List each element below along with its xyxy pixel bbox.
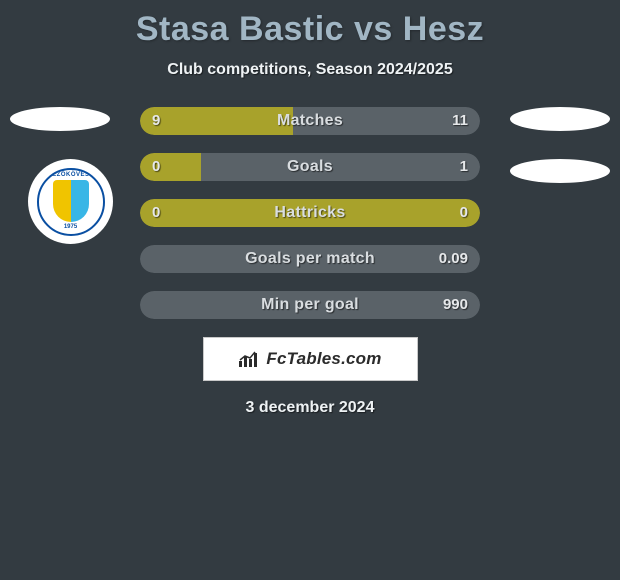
- player1-photo-placeholder: [10, 107, 110, 131]
- page-subtitle: Club competitions, Season 2024/2025: [0, 61, 620, 79]
- stat-row: Goals0 1: [140, 153, 480, 181]
- comparison-stage: MEZŐKÖVESD 1975 Matches911Goals01Hattric…: [0, 107, 620, 319]
- stat-value-right: 0: [460, 199, 468, 227]
- stat-row: Matches9 11: [140, 107, 480, 135]
- stat-row: Hattricks0 0: [140, 199, 480, 227]
- comparison-bars: Matches911Goals01Hattricks00Goals per ma…: [140, 107, 480, 319]
- stat-label: Matches: [140, 107, 480, 135]
- stat-label: Min per goal: [140, 291, 480, 319]
- brand-text: FcTables.com: [266, 349, 381, 369]
- player2-photo-placeholder: [510, 107, 610, 131]
- stat-value-left: 0: [152, 153, 160, 181]
- brand-chart-icon: [238, 349, 260, 369]
- stat-row: Goals per match0.09: [140, 245, 480, 273]
- badge-shield-icon: [53, 180, 89, 222]
- stat-label: Goals per match: [140, 245, 480, 273]
- stat-value-left: 0: [152, 199, 160, 227]
- badge-top-text: MEZŐKÖVESD: [47, 172, 95, 178]
- stat-label: Goals: [140, 153, 480, 181]
- snapshot-date: 3 december 2024: [0, 399, 620, 417]
- stat-value-right: 0.09: [439, 245, 468, 273]
- stat-value-right: 11: [452, 107, 468, 135]
- brand-box: FcTables.com: [203, 337, 418, 381]
- player1-club-badge: MEZŐKÖVESD 1975: [28, 159, 113, 244]
- stat-value-left: 9: [152, 107, 160, 135]
- player2-club-placeholder: [510, 159, 610, 183]
- stat-value-right: 1: [460, 153, 468, 181]
- page-title: Stasa Bastic vs Hesz: [0, 0, 620, 49]
- stat-label: Hattricks: [140, 199, 480, 227]
- stat-value-right: 990: [443, 291, 468, 319]
- badge-bottom-text: 1975: [64, 224, 77, 230]
- stat-row: Min per goal990: [140, 291, 480, 319]
